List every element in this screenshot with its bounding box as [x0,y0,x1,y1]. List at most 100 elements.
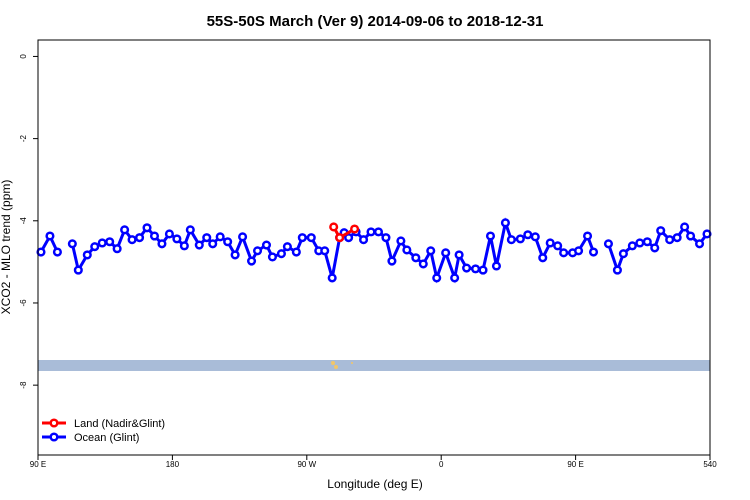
data-point [36,247,46,257]
data-point [261,240,272,250]
data-point [335,233,345,243]
data-point [366,227,376,237]
data-point [396,236,406,246]
data-point [500,218,510,228]
y-tick-label: 0 [19,54,28,59]
data-point [52,247,62,257]
data-point [656,226,666,236]
data-point [402,245,412,255]
data-point [426,246,436,256]
data-point [185,225,195,235]
legend-marker [49,432,59,442]
data-point [612,265,622,275]
data-point [523,230,533,240]
data-point [134,233,145,243]
data-point [491,261,502,271]
plot-area [36,217,712,284]
data-point [202,233,212,243]
data-point [485,231,496,241]
y-tick-label: -2 [19,135,28,143]
data-point [252,246,263,256]
data-point [90,242,100,252]
data-point [635,238,645,248]
data-point [650,243,660,253]
data-point [553,241,563,251]
legend-marker [49,418,59,428]
data-point [105,237,115,247]
data-point [411,253,421,263]
data-point [320,246,330,256]
data-point [680,222,690,232]
data-point [618,249,628,259]
data-point [627,241,637,251]
data-point [329,222,339,232]
data-point [350,224,360,234]
data-point [327,273,337,283]
data-point [381,233,391,243]
map-strip [38,360,710,371]
x-tick-label: 0 [439,460,444,469]
data-point [194,240,204,250]
data-point [208,239,218,249]
x-tick-label: 90 W [297,460,316,469]
map-land [331,361,335,365]
y-tick-label: -4 [19,217,28,225]
data-point [373,227,384,237]
data-point [672,233,682,243]
y-tick-label: -8 [19,381,28,389]
data-point [127,235,137,245]
data-point [530,232,540,242]
data-point [462,263,472,273]
data-point [276,249,286,259]
data-point [230,250,240,260]
data-point [559,248,569,258]
data-point [694,239,705,249]
data-point [432,273,442,283]
data-point [215,232,225,242]
data-point [665,235,675,245]
data-point [574,246,584,256]
data-point [73,265,83,275]
data-point [67,239,77,249]
x-tick-label: 90 E [567,460,583,469]
data-point [702,229,712,239]
data-point [306,233,316,243]
data-point [478,265,488,275]
data-point [82,250,92,260]
y-axis-label: XCO2 - MLO trend (ppm) [0,180,13,315]
data-point [515,234,525,244]
data-point [149,231,160,241]
data-point [344,233,354,243]
data-point [172,234,182,244]
data-point [164,229,174,239]
data-point [545,238,555,248]
map-land [334,365,338,369]
data-point [418,259,428,269]
data-point [387,256,397,266]
data-point [223,237,233,247]
data-point [45,231,55,241]
data-point [238,232,248,242]
data-point [142,223,152,233]
chart-title: 55S-50S March (Ver 9) 2014-09-06 to 2018… [207,13,544,30]
data-point [112,244,122,254]
x-tick-label: 90 E [30,460,46,469]
data-point [686,231,696,241]
x-tick-label: 540 [703,460,717,469]
legend-label: Ocean (Glint) [74,432,139,444]
data-point [506,235,516,245]
data-point [441,248,451,258]
data-point [470,264,481,274]
data-point [642,237,652,247]
data-point [582,231,593,241]
data-point [120,225,130,235]
plot-frame [37,39,711,456]
data-point [454,250,464,260]
legend: Land (Nadir&Glint) Ocean (Glint) [42,418,165,444]
data-point [246,256,257,266]
y-tick-label: -6 [19,299,28,307]
data-point [291,247,301,257]
legend-label: Land (Nadir&Glint) [74,418,165,430]
data-point [97,238,107,248]
